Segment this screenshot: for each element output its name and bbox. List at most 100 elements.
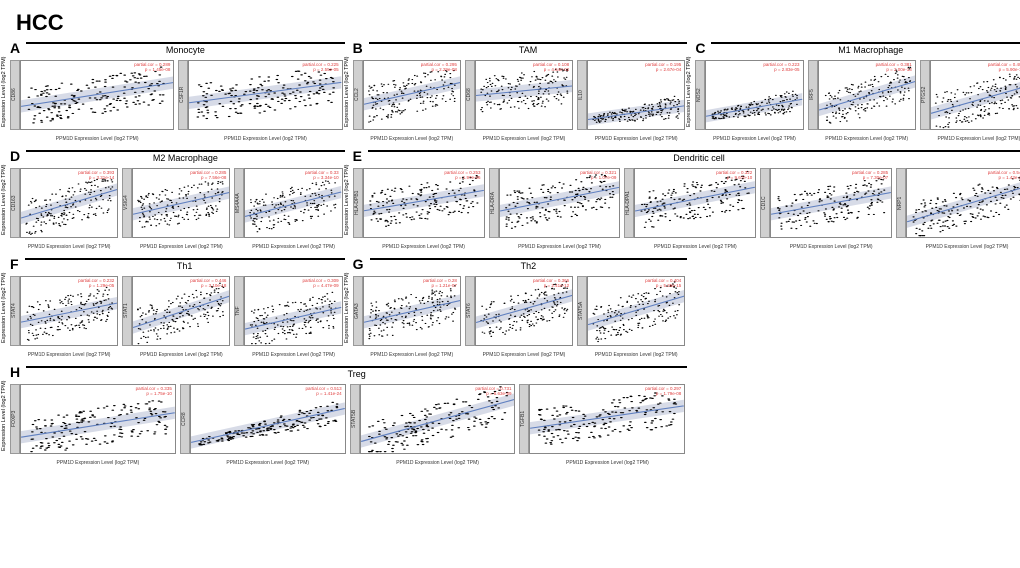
x-axis-label: PPM1D Expression Level (log2 TPM) <box>475 352 573 358</box>
stats-text: partial.cor = 0.289p = 1.45e-08 <box>134 63 170 73</box>
x-axis-label: PPM1D Expression Level (log2 TPM) <box>190 460 346 466</box>
y-axis-label: Expression Level (log2 TPM) <box>0 270 8 346</box>
plot-area: partial.cor = 0.393p = 3.21e-14 <box>20 168 118 238</box>
x-axis-label: PPM1D Expression Level (log2 TPM) <box>20 352 118 358</box>
scatter-panel: NOS2 partial.cor = 0.223p = 2.83e-05 PPM… <box>695 54 805 144</box>
stats-text: partial.cor = 0.28p = 1.21e-07 <box>423 279 457 289</box>
gene-label: HLA-DPB1 <box>354 168 360 238</box>
scatter-panel: FOXP3 partial.cor = 0.335p = 1.75e-10 PP… <box>10 378 178 468</box>
scatter-panel: PTGS2 partial.cor = 0.404p = 5.90e-15 PP… <box>920 54 1020 144</box>
x-axis-label: PPM1D Expression Level (log2 TPM) <box>705 136 803 142</box>
plot-area: partial.cor = 0.309p = 4.47e-09 <box>244 276 342 346</box>
stats-text: partial.cor = 0.285p = 7.56e-08 <box>190 171 226 181</box>
scatter-panel: STAT6 partial.cor = 0.366p = 2.41e-12 PP… <box>465 270 575 360</box>
gene-label: CD86 <box>11 60 17 130</box>
plot-area: partial.cor = 0.335p = 1.75e-10 <box>20 384 176 454</box>
gene-label: IRF5 <box>809 60 815 130</box>
gene-label: STAT1 <box>123 276 129 346</box>
gene-label: STAT5A <box>578 276 584 346</box>
group-C: C M1 MacrophageExpression Level (log2 TP… <box>695 40 1020 144</box>
x-axis-label: PPM1D Expression Level (log2 TPM) <box>363 136 461 142</box>
plot-area: partial.cor = 0.295p = 2.29e-08 <box>363 60 461 130</box>
stats-text: partial.cor = 0.295p = 2.29e-08 <box>421 63 457 73</box>
scatter-panel: CD1C partial.cor = 0.285p = 7.30e-07 PPM… <box>760 162 894 252</box>
stats-text: partial.cor = 0.232p = 1.29e-05 <box>78 279 114 289</box>
plot-area: partial.cor = 0.322p = 9.67e-10 <box>634 168 756 238</box>
stats-text: partial.cor = 0.195p = 2.67e-04 <box>645 63 681 73</box>
plot-area: partial.cor = 0.513p = 1.41e-24 <box>190 384 346 454</box>
plot-area: partial.cor = 0.223p = 2.83e-05 <box>705 60 803 130</box>
plot-area: partial.cor = 0.366p = 2.41e-12 <box>475 276 573 346</box>
x-axis-label: PPM1D Expression Level (log2 TPM) <box>770 244 892 250</box>
stats-text: partial.cor = 0.393p = 3.21e-14 <box>78 171 114 181</box>
gene-label: CD1C <box>761 168 767 238</box>
scatter-panel: STAT5B partial.cor = 0.731p = 5.63e-59 P… <box>350 378 518 468</box>
scatter-panel: IL10 partial.cor = 0.195p = 2.67e-04 PPM… <box>577 54 687 144</box>
scatter-panel: HLA-DRA partial.cor = 0.321p = 1.07e-09 … <box>489 162 623 252</box>
scatter-panel: MS4A4A partial.cor = 0.33p = 3.34e-10 PP… <box>234 162 344 252</box>
x-axis-label: PPM1D Expression Level (log2 TPM) <box>475 136 573 142</box>
x-axis-label: PPM1D Expression Level (log2 TPM) <box>360 460 516 466</box>
stats-text: partial.cor = 0.285p = 7.30e-07 <box>852 171 888 181</box>
gene-label: STAT4 <box>11 276 17 346</box>
plot-area: partial.cor = 0.195p = 2.67e-04 <box>587 60 685 130</box>
x-axis-label: PPM1D Expression Level (log2 TPM) <box>930 136 1020 142</box>
y-axis-label: Expression Level (log2 TPM) <box>0 378 8 454</box>
gene-label: NOS2 <box>696 60 702 130</box>
scatter-panel: STAT5A partial.cor = 0.404p = 5.25e-15 P… <box>577 270 687 360</box>
plot-area: partial.cor = 0.446p = 3.10e-18 <box>132 276 230 346</box>
stats-text: partial.cor = 0.404p = 5.90e-15 <box>988 63 1020 73</box>
scatter-panel: VSIG4 partial.cor = 0.285p = 7.56e-08 PP… <box>122 162 232 252</box>
stats-text: partial.cor = 0.446p = 3.10e-18 <box>190 279 226 289</box>
group-A: A MonocyteExpression Level (log2 TPM) CD… <box>10 40 345 144</box>
x-axis-label: PPM1D Expression Level (log2 TPM) <box>20 244 118 250</box>
stats-text: partial.cor = 0.381p = 2.00e-13 <box>876 63 912 73</box>
plot-area: partial.cor = 0.108p = 4.54e-02 <box>475 60 573 130</box>
gene-label: IL10 <box>578 60 584 130</box>
plot-area: partial.cor = 0.253p = 1.97e-06 <box>363 168 485 238</box>
x-axis-label: PPM1D Expression Level (log2 TPM) <box>20 460 176 466</box>
y-axis-label: Expression Level (log2 TPM) <box>0 162 8 238</box>
x-axis-label: PPM1D Expression Level (log2 TPM) <box>188 136 342 142</box>
plot-area: partial.cor = 0.232p = 1.29e-05 <box>20 276 118 346</box>
stats-text: partial.cor = 0.309p = 4.47e-09 <box>303 279 339 289</box>
y-axis-label: Expression Level (log2 TPM) <box>685 54 693 130</box>
group-D: D M2 MacrophageExpression Level (log2 TP… <box>10 148 345 252</box>
plot-area: partial.cor = 0.285p = 7.30e-07 <box>770 168 892 238</box>
gene-label: CSF1R <box>179 60 185 130</box>
scatter-panel: CSF1R partial.cor = 0.225p = 2.55e-05 PP… <box>178 54 344 144</box>
scatter-panel: CCR8 partial.cor = 0.513p = 1.41e-24 PPM… <box>180 378 348 468</box>
gene-label: HLA-DPA1 <box>625 168 631 238</box>
plot-area: partial.cor = 0.404p = 5.25e-15 <box>587 276 685 346</box>
gene-label: VSIG4 <box>123 168 129 238</box>
x-axis-label: PPM1D Expression Level (log2 TPM) <box>244 352 342 358</box>
x-axis-label: PPM1D Expression Level (log2 TPM) <box>587 352 685 358</box>
plot-area: partial.cor = 0.289p = 1.45e-08 <box>20 60 174 130</box>
main-title: HCC <box>16 10 1020 36</box>
group-E: E Dendritic cellExpression Level (log2 T… <box>353 148 1020 252</box>
plot-area: partial.cor = 0.28p = 1.21e-07 <box>363 276 461 346</box>
x-axis-label: PPM1D Expression Level (log2 TPM) <box>363 352 461 358</box>
x-axis-label: PPM1D Expression Level (log2 TPM) <box>363 244 485 250</box>
stats-text: partial.cor = 0.321p = 1.07e-09 <box>580 171 616 181</box>
scatter-panel: CD68 partial.cor = 0.108p = 4.54e-02 PPM… <box>465 54 575 144</box>
group-B: B TAMExpression Level (log2 TPM) CCL2 pa… <box>353 40 688 144</box>
scatter-panel: CCL2 partial.cor = 0.295p = 2.29e-08 PPM… <box>353 54 463 144</box>
stats-text: partial.cor = 0.731p = 5.63e-59 <box>475 387 511 397</box>
group-F: F Th1Expression Level (log2 TPM) STAT4 p… <box>10 256 345 360</box>
scatter-panel: STAT4 partial.cor = 0.232p = 1.29e-05 PP… <box>10 270 120 360</box>
scatter-panel: TNF partial.cor = 0.309p = 4.47e-09 PPM1… <box>234 270 344 360</box>
plot-area: partial.cor = 0.404p = 5.90e-15 <box>930 60 1020 130</box>
scatter-panel: HLA-DPA1 partial.cor = 0.322p = 9.67e-10… <box>624 162 758 252</box>
stats-text: partial.cor = 0.335p = 1.75e-10 <box>136 387 172 397</box>
x-axis-label: PPM1D Expression Level (log2 TPM) <box>132 244 230 250</box>
gene-label: GATA3 <box>354 276 360 346</box>
stats-text: partial.cor = 0.404p = 5.25e-15 <box>645 279 681 289</box>
x-axis-label: PPM1D Expression Level (log2 TPM) <box>587 136 685 142</box>
scatter-panel: CD163 partial.cor = 0.393p = 3.21e-14 PP… <box>10 162 120 252</box>
scatter-panel: HLA-DPB1 partial.cor = 0.253p = 1.97e-06… <box>353 162 487 252</box>
x-axis-label: PPM1D Expression Level (log2 TPM) <box>906 244 1020 250</box>
plot-area: partial.cor = 0.225p = 2.55e-05 <box>188 60 342 130</box>
gene-label: NRP1 <box>897 168 903 238</box>
plot-area: partial.cor = 0.285p = 7.56e-08 <box>132 168 230 238</box>
